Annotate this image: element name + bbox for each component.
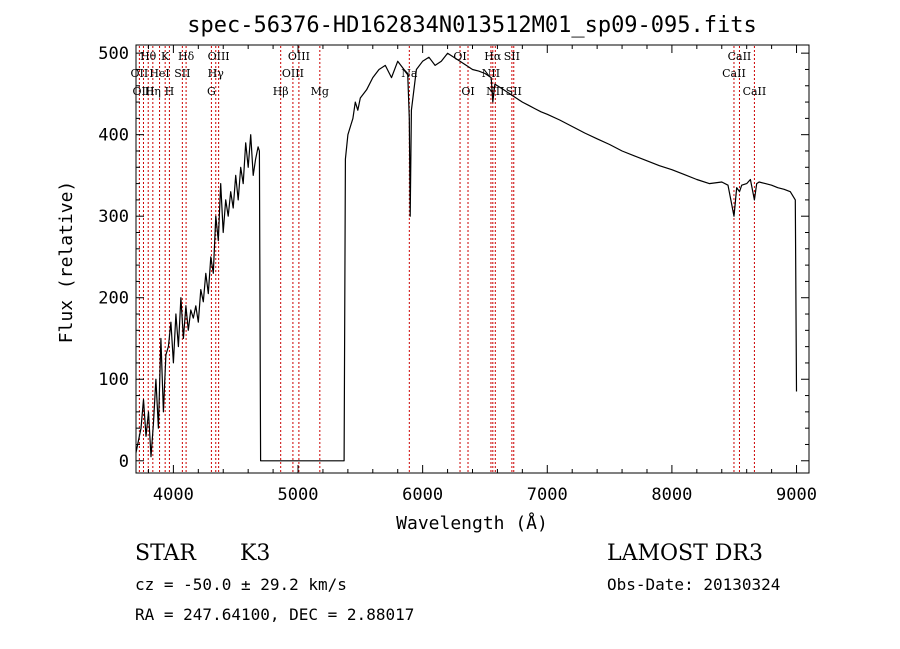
marker-label-5: K (161, 50, 170, 63)
redshift-velocity: cz = -50.0 ± 29.2 km/s (135, 575, 347, 594)
marker-label-23: SII (506, 85, 522, 98)
x-tick-label-2: 6000 (402, 485, 443, 505)
y-tick-label-5: 500 (98, 44, 129, 64)
x-tick-label-3: 7000 (527, 485, 568, 505)
y-tick-label-4: 400 (98, 126, 129, 146)
emission-line-labels: OII OIII Hθ Hη HeI K H SII Hδ OIII Hγ G Hβ OIII OIII Mg… (131, 50, 767, 98)
y-tick-label-3: 300 (98, 207, 129, 227)
flux-series (135, 52, 798, 462)
y-tick-label-1: 100 (98, 370, 129, 390)
x-axis-label: Wavelength (Å) (396, 512, 548, 534)
plot-frame (135, 44, 810, 474)
marker-label-6: H (165, 85, 175, 98)
marker-label-8: Hδ (178, 50, 195, 63)
marker-label-9: OIII (208, 50, 230, 63)
emission-line-markers (138, 46, 755, 472)
marker-label-3: Hη (145, 85, 161, 98)
marker-label-12: Hβ (273, 85, 289, 98)
object-subclass: K3 (240, 541, 270, 566)
chart-title: spec-56376-HD162834N013512M01_sp09-095.f… (187, 13, 757, 38)
object-class: STAR (135, 541, 197, 566)
marker-label-18: OI (461, 85, 474, 98)
marker-label-10: Hγ (208, 67, 225, 80)
marker-label-22: SII (504, 50, 520, 63)
observation-date: Obs-Date: 20130324 (607, 575, 780, 594)
marker-label-13: OIII (282, 67, 304, 80)
marker-label-25: CaII (728, 50, 752, 63)
marker-label-21: NII (486, 85, 504, 98)
x-axis-ticks: 4000 5000 6000 7000 8000 9000 (147, 45, 817, 505)
x-tick-label-4: 8000 (651, 485, 692, 505)
marker-label-26: CaII (743, 85, 767, 98)
marker-label-24: CaII (722, 67, 746, 80)
y-tick-label-2: 200 (98, 289, 129, 309)
survey-name: LAMOST DR3 (607, 541, 763, 566)
y-axis-label: Flux (relative) (56, 181, 77, 344)
marker-label-4: HeI (149, 67, 169, 80)
marker-label-1: OIII (132, 85, 154, 98)
marker-label-0: OII (131, 67, 149, 80)
x-tick-label-5: 9000 (776, 485, 817, 505)
marker-label-14: OIII (288, 50, 310, 63)
marker-label-20: Hα (484, 50, 502, 63)
series-line-flux (135, 52, 798, 462)
marker-label-7: SII (174, 67, 190, 80)
marker-label-15: Mg (311, 85, 329, 98)
marker-label-2: Hθ (140, 50, 157, 63)
marker-label-11: G (207, 85, 216, 98)
y-axis-ticks: 0 100 200 300 400 500 (98, 44, 809, 472)
x-tick-label-1: 5000 (278, 485, 319, 505)
y-tick-label-0: 0 (119, 452, 129, 472)
ra-dec: RA = 247.64100, DEC = 2.88017 (135, 605, 414, 624)
x-tick-label-0: 4000 (153, 485, 194, 505)
marker-label-19: NII (482, 67, 500, 80)
